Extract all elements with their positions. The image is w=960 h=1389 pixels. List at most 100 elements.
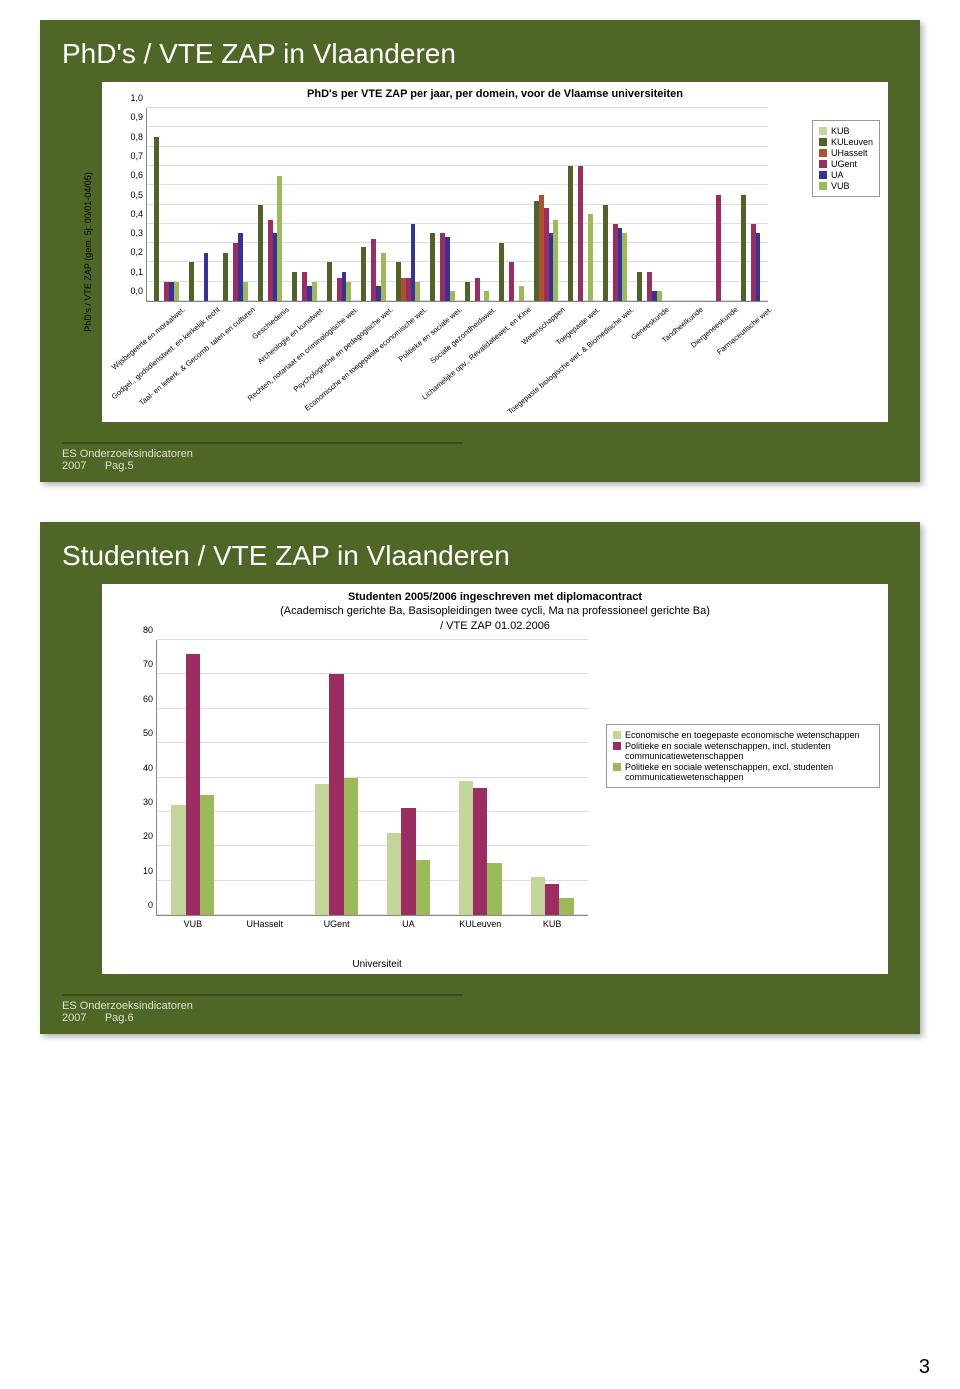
bar xyxy=(292,272,297,301)
bar xyxy=(381,253,386,301)
bar xyxy=(327,262,332,301)
xtick: Economische en toegepaste economische we… xyxy=(303,305,429,413)
gridline xyxy=(157,914,588,915)
ytick: 70 xyxy=(143,659,157,669)
bar-group xyxy=(315,640,358,915)
slide-studenten-vte: Studenten / VTE ZAP in Vlaanderen Studen… xyxy=(40,522,920,1034)
plot-area: 01020304050607080VUBUHasseltUGentUAKULeu… xyxy=(156,640,588,916)
legend-label: Politieke en sociale wetenschappen, incl… xyxy=(625,741,873,761)
ytick: 20 xyxy=(143,831,157,841)
legend-swatch xyxy=(819,149,827,157)
ytick: 10 xyxy=(143,866,157,876)
bar-group xyxy=(699,108,733,301)
legend-label: KULeuven xyxy=(831,137,873,147)
xtick: VUB xyxy=(184,915,203,929)
legend-swatch xyxy=(819,160,827,168)
ytick: 30 xyxy=(143,797,157,807)
ytick: 0,2 xyxy=(130,247,147,257)
bar xyxy=(401,808,415,915)
footer-page: Pag.5 xyxy=(105,460,134,472)
bar xyxy=(312,282,317,301)
bar-group xyxy=(216,108,250,301)
gridline xyxy=(157,845,588,846)
bar xyxy=(465,282,470,301)
xtick: UGent xyxy=(324,915,350,929)
bar-group xyxy=(251,108,285,301)
legend-swatch xyxy=(613,731,621,739)
bar xyxy=(741,195,746,301)
footer-text: ES Onderzoeksindicatoren xyxy=(62,448,193,460)
footer-page: Pag.6 xyxy=(105,1012,134,1024)
bar-group xyxy=(492,108,526,301)
bar xyxy=(559,898,573,915)
slide-inner: PhD's / VTE ZAP in Vlaanderen PhD's per … xyxy=(40,20,920,436)
page-number: 3 xyxy=(919,1356,930,1379)
bar-group xyxy=(665,108,699,301)
bar xyxy=(603,205,608,302)
bar xyxy=(430,233,435,301)
xtick: KUB xyxy=(543,915,562,929)
chart-container: Studenten 2005/2006 ingeschreven met dip… xyxy=(102,584,888,974)
gridline xyxy=(157,811,588,812)
bar xyxy=(475,278,480,301)
bar-group xyxy=(734,108,768,301)
chart-title: PhD's per VTE ZAP per jaar, per domein, … xyxy=(102,82,888,104)
gridline xyxy=(157,777,588,778)
legend-item: Politieke en sociale wetenschappen, excl… xyxy=(613,762,873,782)
legend-item: UA xyxy=(819,170,873,180)
bar xyxy=(346,282,351,301)
gridline xyxy=(157,673,588,674)
ytick: 50 xyxy=(143,728,157,738)
bar-group xyxy=(147,108,181,301)
xtick: UHasselt xyxy=(246,915,283,929)
slide-phd-vte: PhD's / VTE ZAP in Vlaanderen PhD's per … xyxy=(40,20,920,482)
legend-item: UGent xyxy=(819,159,873,169)
bar-group xyxy=(459,640,502,915)
legend-label: UHasselt xyxy=(831,148,868,158)
xtick: Toegepaste biologische wet. & Biomedisch… xyxy=(506,305,636,416)
legend: KUBKULeuvenUHasseltUGentUAVUB xyxy=(812,120,880,197)
ytick: 0,3 xyxy=(130,228,147,238)
bar-group xyxy=(171,640,214,915)
ytick: 60 xyxy=(143,694,157,704)
bar-group xyxy=(243,640,286,915)
plot-area: 0,00,10,20,30,40,50,60,70,80,91,0Wijsbeg… xyxy=(146,108,768,302)
legend-label: KUB xyxy=(831,126,850,136)
bar xyxy=(204,253,209,301)
bar xyxy=(329,674,343,915)
xtick: Politieke en sociale wet. xyxy=(396,305,463,363)
legend-label: Politieke en sociale wetenschappen, excl… xyxy=(625,762,873,782)
bar-group xyxy=(354,108,388,301)
legend-label: Economische en toegepaste economische we… xyxy=(625,730,860,740)
gridline xyxy=(157,742,588,743)
ytick: 0,5 xyxy=(130,190,147,200)
bar xyxy=(416,860,430,915)
bar-group xyxy=(630,108,664,301)
bar xyxy=(387,833,401,916)
ytick: 0,8 xyxy=(130,132,147,142)
legend-swatch xyxy=(613,763,621,771)
legend-label: UA xyxy=(831,170,844,180)
bar xyxy=(243,282,248,301)
bar-group xyxy=(387,640,430,915)
gridline xyxy=(157,880,588,881)
legend-swatch xyxy=(613,742,621,750)
legend-swatch xyxy=(819,171,827,179)
bar xyxy=(553,220,558,301)
bar-group xyxy=(527,108,561,301)
bar xyxy=(499,243,504,301)
bar-group xyxy=(285,108,319,301)
ytick: 0,0 xyxy=(130,286,147,296)
footer-text: ES Onderzoeksindicatoren xyxy=(62,1000,193,1012)
xtick: Sociale gezondheidswet. xyxy=(428,305,497,365)
slide-footer: ES Onderzoeksindicatoren 2007 Pag.5 xyxy=(40,436,920,482)
legend-item: UHasselt xyxy=(819,148,873,158)
ytick: 0,4 xyxy=(130,209,147,219)
bar xyxy=(588,214,593,301)
ytick: 40 xyxy=(143,763,157,773)
bar xyxy=(315,784,329,915)
bar xyxy=(450,291,455,301)
footer-divider xyxy=(62,994,463,996)
legend-item: Politieke en sociale wetenschappen, incl… xyxy=(613,741,873,761)
ytick: 0,1 xyxy=(130,267,147,277)
